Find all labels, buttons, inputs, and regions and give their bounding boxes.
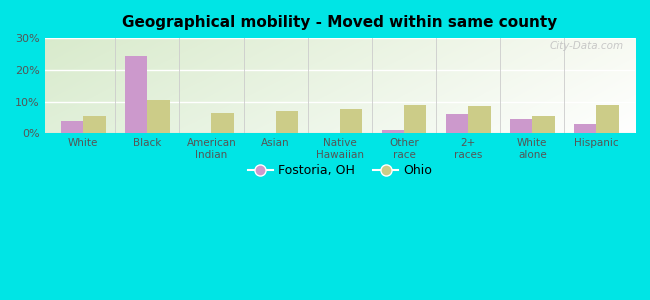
Bar bbox=[382, 130, 404, 133]
Bar bbox=[597, 105, 619, 133]
Legend: Fostoria, OH, Ohio: Fostoria, OH, Ohio bbox=[242, 159, 437, 182]
Bar bbox=[125, 56, 148, 133]
Bar bbox=[148, 100, 170, 133]
Bar bbox=[510, 119, 532, 133]
Bar bbox=[468, 106, 491, 133]
Bar bbox=[340, 110, 362, 133]
Title: Geographical mobility - Moved within same county: Geographical mobility - Moved within sam… bbox=[122, 15, 558, 30]
Bar bbox=[404, 105, 426, 133]
Bar bbox=[574, 124, 597, 133]
Text: City-Data.com: City-Data.com bbox=[549, 41, 623, 51]
Bar bbox=[276, 111, 298, 133]
Bar bbox=[532, 116, 555, 133]
Bar bbox=[211, 113, 234, 133]
Bar bbox=[60, 121, 83, 133]
Bar bbox=[446, 114, 468, 133]
Bar bbox=[83, 116, 105, 133]
